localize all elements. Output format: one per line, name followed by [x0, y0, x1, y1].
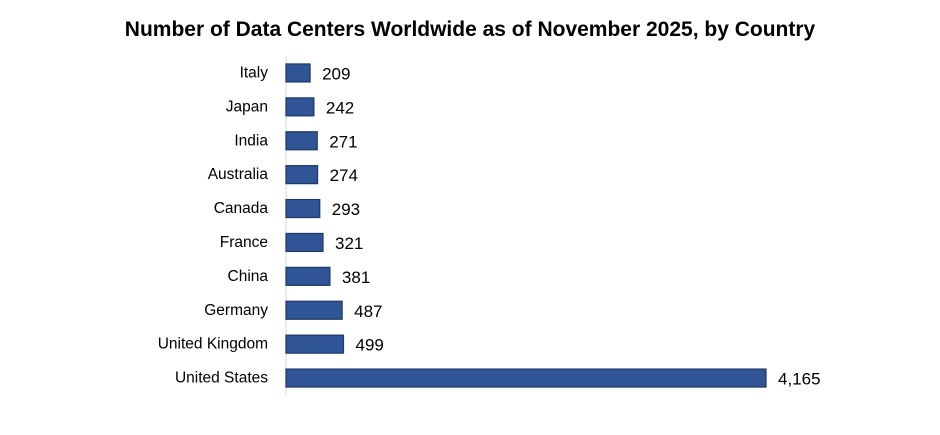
- bar-value-label: 242: [326, 98, 354, 117]
- category-labels-group: Italy Japan India Australia Canada France Chin…: [158, 64, 269, 386]
- category-tick-label: Canada: [214, 200, 269, 217]
- category-tick-label: Japan: [226, 98, 268, 115]
- bar: [285, 97, 315, 117]
- bar-value-label: 274: [330, 166, 358, 185]
- category-tick-label: Australia: [208, 166, 269, 183]
- bars-group: [285, 63, 767, 388]
- bar: [285, 368, 767, 388]
- category-tick-label: France: [220, 234, 268, 251]
- bar: [285, 232, 324, 253]
- bar-value-label: 271: [329, 132, 357, 151]
- data-labels-group: 209 242 271 274 293 321 381 487 499 4,165: [322, 64, 820, 388]
- bar: [285, 266, 331, 286]
- category-tick-label: Germany: [204, 302, 268, 319]
- bar: [285, 131, 318, 151]
- bar-value-label: 487: [354, 302, 382, 321]
- chart-title: Number of Data Centers Worldwide as of N…: [124, 18, 816, 41]
- category-tick-label: Italy: [240, 64, 269, 81]
- bar-value-label: 4,165: [778, 370, 821, 389]
- bar-value-label: 499: [356, 336, 384, 355]
- category-tick-label: United Kingdom: [158, 336, 268, 353]
- bar-value-label: 209: [322, 64, 350, 83]
- category-tick-label: United States: [175, 370, 268, 387]
- bar: [285, 334, 345, 354]
- bar: [285, 165, 319, 185]
- bar: [285, 300, 343, 320]
- category-tick-label: China: [228, 268, 269, 285]
- bar: [285, 198, 321, 219]
- bar: [285, 63, 311, 83]
- category-tick-label: India: [234, 132, 268, 149]
- bar-value-label: 381: [342, 268, 370, 287]
- bar-value-label: 293: [332, 200, 360, 219]
- bar-value-label: 321: [335, 234, 363, 253]
